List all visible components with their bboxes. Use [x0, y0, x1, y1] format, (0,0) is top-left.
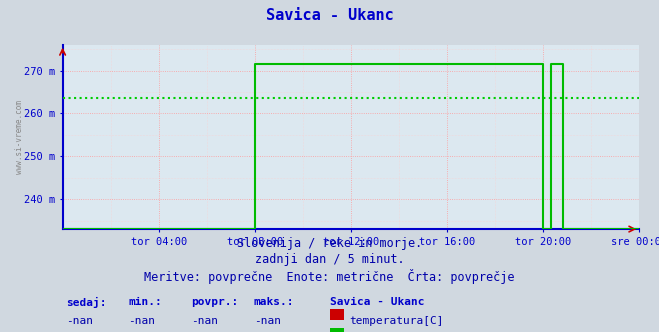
Text: -nan: -nan — [129, 316, 156, 326]
Text: Meritve: povprečne  Enote: metrične  Črta: povprečje: Meritve: povprečne Enote: metrične Črta:… — [144, 269, 515, 284]
Text: Savica - Ukanc: Savica - Ukanc — [266, 8, 393, 23]
Text: temperatura[C]: temperatura[C] — [349, 316, 444, 326]
Text: www.si-vreme.com: www.si-vreme.com — [15, 100, 24, 174]
Text: min.:: min.: — [129, 297, 162, 307]
Text: Slovenija / reke in morje.: Slovenija / reke in morje. — [237, 237, 422, 250]
Text: zadnji dan / 5 minut.: zadnji dan / 5 minut. — [254, 253, 405, 266]
Text: maks.:: maks.: — [254, 297, 294, 307]
Text: povpr.:: povpr.: — [191, 297, 239, 307]
Text: Savica - Ukanc: Savica - Ukanc — [330, 297, 424, 307]
Text: -nan: -nan — [191, 316, 218, 326]
Text: -nan: -nan — [66, 316, 93, 326]
Text: -nan: -nan — [254, 316, 281, 326]
Text: sedaj:: sedaj: — [66, 297, 106, 308]
